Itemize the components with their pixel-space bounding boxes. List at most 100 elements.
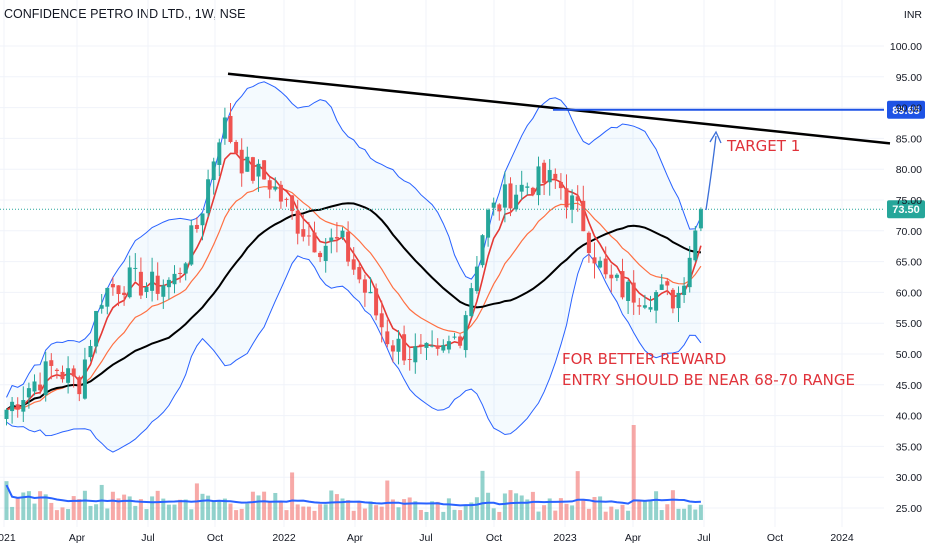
candle-body bbox=[648, 307, 653, 310]
volume-bar bbox=[144, 509, 149, 520]
volume-bar bbox=[105, 508, 110, 520]
volume-bar bbox=[508, 490, 513, 520]
candle-body bbox=[463, 315, 468, 351]
candle-body bbox=[351, 259, 356, 270]
candle-body bbox=[553, 173, 558, 179]
volume-bar bbox=[88, 505, 93, 520]
volume-bar bbox=[211, 500, 216, 520]
candle-body bbox=[329, 237, 334, 242]
volume-bar bbox=[620, 504, 625, 520]
volume-bar bbox=[441, 511, 446, 520]
volume-bar bbox=[430, 501, 435, 520]
volume-bar bbox=[334, 494, 339, 520]
volume-bar bbox=[206, 495, 211, 520]
volume-bar bbox=[469, 502, 474, 520]
price-tick-label: 50.00 bbox=[896, 349, 922, 361]
price-tick-label: 40.00 bbox=[896, 411, 922, 423]
volume-bar bbox=[463, 505, 468, 520]
candle-body bbox=[155, 275, 160, 294]
candle-body bbox=[396, 338, 401, 352]
volume-bar bbox=[54, 510, 59, 520]
candle-body bbox=[385, 331, 390, 345]
volume-bar bbox=[71, 496, 76, 520]
volume-bar bbox=[222, 498, 227, 520]
volume-bar bbox=[161, 498, 166, 520]
resistance-price-badge bbox=[887, 100, 925, 119]
volume-bar bbox=[603, 511, 608, 520]
last-price-text: 73.50 bbox=[892, 204, 920, 216]
candle-body bbox=[267, 180, 272, 190]
price-tick-label: 30.00 bbox=[896, 472, 922, 484]
axes: 100.00 95.00 90.00 85.00 80.00 75.00 70.00 65.0… bbox=[0, 9, 922, 544]
candle-body bbox=[334, 237, 339, 239]
price-tick-label: 85.00 bbox=[896, 133, 922, 145]
candle-body bbox=[497, 204, 502, 212]
candle-body bbox=[418, 344, 423, 346]
volume-bar bbox=[267, 502, 272, 520]
candle-body bbox=[390, 345, 395, 352]
candle-body bbox=[94, 310, 99, 347]
note-line-1: FOR BETTER REWARD bbox=[562, 350, 726, 368]
volume-bar bbox=[189, 509, 194, 520]
last-price-badge bbox=[887, 200, 925, 219]
volume-bar bbox=[60, 507, 65, 520]
volume-bar bbox=[642, 500, 647, 520]
candle-body bbox=[262, 160, 267, 180]
volume-bar bbox=[413, 501, 418, 520]
volume-bar bbox=[598, 496, 603, 520]
candle-body bbox=[536, 166, 541, 196]
time-tick-label: 2021 bbox=[0, 532, 16, 544]
volume-bar bbox=[676, 508, 681, 520]
volume-bar bbox=[474, 497, 479, 520]
candle-body bbox=[172, 273, 177, 285]
candle-body bbox=[138, 271, 143, 296]
volume-bar bbox=[127, 496, 132, 520]
candle-body bbox=[592, 257, 597, 264]
price-tick-label: 45.00 bbox=[896, 380, 922, 392]
volume-bar bbox=[21, 492, 26, 520]
candle-body bbox=[250, 157, 255, 181]
candle-body bbox=[402, 334, 407, 361]
candle-body bbox=[570, 195, 575, 210]
target-label: TARGET 1 bbox=[726, 137, 800, 155]
candle-body bbox=[10, 401, 15, 412]
candle-body bbox=[519, 184, 524, 192]
candle-body bbox=[514, 194, 519, 210]
candle-body bbox=[60, 371, 65, 380]
volume-bar bbox=[10, 506, 15, 520]
candle-body bbox=[693, 230, 698, 261]
volume-bar bbox=[682, 508, 687, 520]
volume-bar bbox=[693, 509, 698, 520]
candle-body bbox=[306, 235, 311, 237]
candle-body bbox=[26, 388, 31, 398]
volume-bar bbox=[525, 499, 530, 520]
price-tick-label: 80.00 bbox=[896, 164, 922, 176]
volume-bar bbox=[250, 491, 255, 520]
candle-body bbox=[194, 224, 199, 229]
volume-bar bbox=[424, 511, 429, 520]
price-tick-label: 90.00 bbox=[896, 103, 922, 115]
candle-body bbox=[446, 341, 451, 350]
ma-long-line bbox=[5, 202, 701, 411]
volume-bar bbox=[558, 498, 563, 520]
candle-body bbox=[38, 384, 43, 391]
candle-body bbox=[273, 186, 278, 190]
volume-bar bbox=[110, 491, 115, 520]
volume-bar bbox=[346, 500, 351, 520]
candle-body bbox=[21, 400, 26, 412]
price-tick-label: 65.00 bbox=[896, 257, 922, 269]
volume-bar bbox=[228, 503, 233, 520]
candle-body bbox=[239, 149, 244, 174]
price-tick-label: 25.00 bbox=[896, 503, 922, 515]
candle-body bbox=[178, 272, 183, 274]
volume-bar bbox=[306, 506, 311, 520]
candle-body bbox=[687, 257, 692, 288]
volume-bar bbox=[374, 505, 379, 520]
candle-body bbox=[525, 186, 530, 188]
volume-bar bbox=[99, 484, 104, 520]
candle-body bbox=[43, 361, 48, 395]
volume-bar bbox=[458, 510, 463, 520]
time-tick-label: Apr bbox=[625, 532, 642, 544]
candle-body bbox=[206, 179, 211, 214]
